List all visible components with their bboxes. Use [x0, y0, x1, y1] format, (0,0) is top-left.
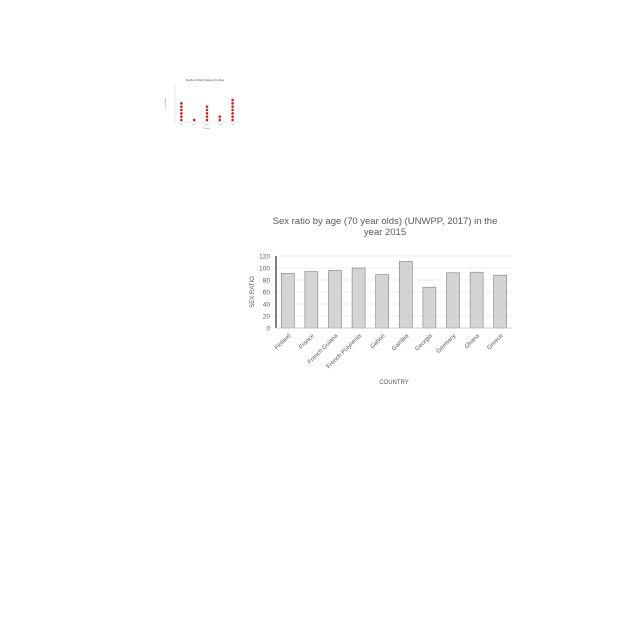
bar [351, 267, 366, 329]
sex-ratio-bar-chart: Sex ratio by age (70 year olds) (UNWPP, … [250, 216, 512, 386]
chart-title-line-1: Sex ratio by age (70 year olds) (UNWPP, … [273, 216, 498, 227]
thumbnail-category-label: Cat 4 [218, 123, 222, 126]
thumbnail-dot [180, 118, 183, 122]
bar [304, 271, 319, 329]
thumbnail-dot [180, 112, 183, 115]
thumbnail-chart: Number of Rainy Places in the West No. o… [165, 79, 239, 130]
x-tick-label: France [298, 333, 316, 351]
thumbnail-dot [218, 115, 222, 118]
x-axis-label: COUNTRY [379, 380, 409, 386]
thumbnail-dot [218, 118, 222, 122]
thumbnail-dot [205, 108, 209, 112]
thumbnail-dot [180, 115, 183, 118]
x-tick-label: Greece [486, 333, 505, 352]
thumbnail-dot [205, 112, 209, 115]
thumbnail-dot [231, 112, 234, 115]
bar [469, 271, 484, 329]
thumbnail-category-label: Cat 1 [179, 123, 183, 126]
thumbnail-dot [180, 102, 183, 105]
x-tick-label: Ghana [464, 333, 481, 350]
y-tick-label: 80 [263, 277, 271, 284]
bar [281, 273, 295, 329]
bar [328, 270, 342, 329]
thumbnail-category-label: Cat 3 [205, 123, 209, 126]
x-tick-label: Germany [436, 333, 458, 355]
x-tick-label: Gabon [370, 333, 387, 350]
thumbnail-dot [231, 105, 234, 108]
thumbnail-dot [180, 105, 183, 108]
y-tick-label: 120 [259, 253, 270, 260]
bar [422, 286, 437, 329]
thumbnail-dot [231, 118, 234, 122]
bar [375, 274, 389, 329]
thumbnail-dot [231, 98, 234, 102]
y-axis-label: SEX RATIO [250, 276, 256, 308]
y-tick-label: 20 [263, 313, 271, 320]
y-tick-label: 60 [263, 289, 271, 296]
thumbnail-dot [231, 102, 234, 105]
thumbnail-x-label: Rating [204, 127, 209, 130]
thumbnail-dot [231, 108, 234, 112]
x-tick-label: Georgia [414, 333, 434, 353]
thumbnail-dot [205, 105, 209, 108]
y-tick-label: 40 [263, 301, 271, 308]
y-tick-label: 100 [259, 265, 270, 272]
thumbnail-category-label: Cat 5 [231, 123, 235, 126]
y-tick-label: 0 [266, 325, 270, 332]
bar [446, 272, 460, 329]
thumbnail-dot [192, 118, 196, 122]
bar [493, 274, 507, 329]
thumbnail-title: Number of Rainy Places in the West [186, 79, 225, 82]
x-tick-label: Gambia [391, 333, 411, 353]
chart-title-line-2: year 2015 [364, 227, 406, 238]
thumbnail-dot [205, 118, 209, 122]
thumbnail-dot [180, 108, 183, 112]
thumbnail-dot [231, 115, 234, 118]
thumbnail-category-label: Cat 2 [192, 123, 196, 126]
thumbnail-dot [205, 115, 209, 118]
thumbnail-y-label: No. of Places [165, 98, 167, 109]
x-tick-label: Finland [274, 333, 292, 351]
bar [399, 261, 413, 329]
